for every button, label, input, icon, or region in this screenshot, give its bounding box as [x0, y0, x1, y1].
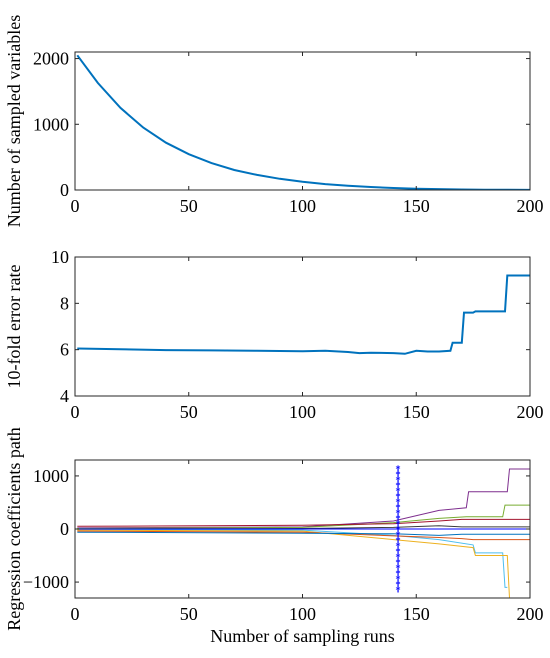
x-tick-label: 150 — [403, 604, 430, 624]
x-tick-label: 100 — [289, 402, 316, 422]
x-axis-label: Number of sampling runs — [210, 626, 394, 646]
y-tick-label: 1000 — [33, 114, 69, 134]
y-tick-label: 0 — [60, 519, 69, 539]
optimal-run-marker: * — [395, 585, 401, 597]
optimal-run-marker: * — [395, 513, 401, 525]
panel-2: 0 50 100 150 200 4 6 8 10 10-fold error rate — [4, 247, 544, 422]
series-group — [76, 54, 530, 190]
optimal-run-marker: * — [395, 496, 401, 508]
optimal-run-marker: * — [395, 491, 401, 503]
x-tick-label: 0 — [71, 196, 80, 216]
optimal-run-marker: * — [395, 485, 401, 497]
x-tick-label: 100 — [289, 196, 316, 216]
optimal-run-marker: * — [395, 563, 401, 575]
x-tick-label: 0 — [71, 402, 80, 422]
x-tick-label: 0 — [71, 604, 80, 624]
optimal-run-marker: * — [395, 574, 401, 586]
optimal-run-marker: * — [395, 474, 401, 486]
series-line-7 — [77, 531, 530, 536]
x-tick-label: 200 — [517, 196, 544, 216]
y-tick-label: 2000 — [33, 49, 69, 69]
optimal-run-marker: * — [395, 518, 401, 530]
x-tick-label: 100 — [289, 604, 316, 624]
y-tick-label: −1000 — [23, 572, 69, 592]
series-group — [77, 274, 530, 355]
optimal-run-marker: * — [395, 579, 401, 591]
optimal-run-marker: * — [395, 463, 401, 475]
y-tick-label: 8 — [60, 293, 69, 313]
optimal-run-marker: * — [395, 480, 401, 492]
y-tick-label: 1000 — [33, 466, 69, 486]
optimal-run-marker: * — [395, 502, 401, 514]
series-line-6 — [77, 518, 530, 527]
series-group — [77, 468, 530, 598]
axes-box — [74, 51, 531, 191]
optimal-run-marker: * — [395, 568, 401, 580]
axes-box — [74, 256, 531, 397]
series-line-1 — [77, 274, 530, 355]
optimal-run-marker: * — [395, 546, 401, 558]
y-tick-label: 10 — [51, 247, 69, 267]
y-axis-label: Number of sampled variables — [4, 15, 24, 227]
y-axis-label: Regression coefficients path — [4, 427, 24, 631]
x-tick-label: 200 — [517, 402, 544, 422]
optimal-run-marker: * — [395, 557, 401, 569]
optimal-run-marker: * — [395, 524, 401, 536]
series-line-5 — [77, 530, 530, 541]
optimal-run-marker: * — [395, 507, 401, 519]
optimal-run-marker: * — [395, 552, 401, 564]
y-axis-label: 10-fold error rate — [4, 265, 24, 389]
panel-3: ***********************0 50 100 150 200−1000… — [4, 427, 544, 646]
x-tick-label: 200 — [517, 604, 544, 624]
y-tick-label: 0 — [60, 180, 69, 200]
y-tick-label: 4 — [60, 386, 69, 406]
x-tick-label: 50 — [180, 604, 198, 624]
x-tick-label: 150 — [403, 196, 430, 216]
series-line-3 — [77, 529, 508, 588]
x-tick-label: 50 — [180, 196, 198, 216]
series-line-1 — [76, 54, 530, 190]
y-tick-label: 6 — [60, 340, 69, 360]
series-line-2 — [77, 504, 530, 529]
optimal-run-marker: * — [395, 535, 401, 547]
optimal-run-marker: * — [395, 469, 401, 481]
x-tick-label: 50 — [180, 402, 198, 422]
optimal-run-marker: * — [395, 541, 401, 553]
optimal-run-marker: * — [395, 530, 401, 542]
x-tick-label: 150 — [403, 402, 430, 422]
